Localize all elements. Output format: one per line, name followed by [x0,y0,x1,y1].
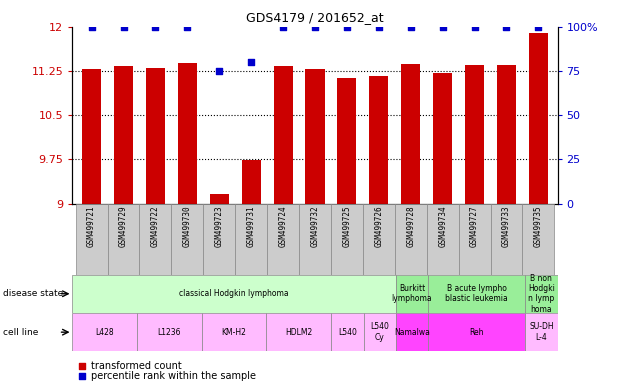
Text: GSM499735: GSM499735 [534,206,543,247]
Bar [401,64,420,204]
Bar [139,204,171,275]
Text: GSM499726: GSM499726 [374,206,383,247]
Point [214,68,224,74]
Bar [395,204,427,275]
Text: L540: L540 [338,328,357,337]
Point [77,363,87,369]
Bar [72,275,396,313]
Bar [525,313,558,351]
Text: percentile rank within the sample: percentile rank within the sample [91,371,256,381]
Point [246,59,256,65]
Bar [331,204,363,275]
Bar [171,204,203,275]
Text: Reh: Reh [469,328,484,337]
Bar [497,65,516,204]
Point [501,24,512,30]
Point [310,24,320,30]
Bar [396,275,428,313]
Text: cell line: cell line [3,328,38,337]
Point [77,372,87,379]
Bar [428,313,525,351]
Point [438,24,448,30]
Bar [267,204,299,275]
Text: GSM499721: GSM499721 [87,206,96,247]
Bar [210,194,229,204]
Bar [266,313,331,351]
Text: L540
Cy: L540 Cy [370,323,389,342]
Point [406,24,416,30]
Text: GSM499732: GSM499732 [311,206,319,247]
Bar [433,73,452,204]
Title: GDS4179 / 201652_at: GDS4179 / 201652_at [246,11,384,24]
Bar [465,65,484,204]
Point [118,24,129,30]
Point [278,24,288,30]
Text: GSM499724: GSM499724 [278,206,287,247]
Text: GSM499723: GSM499723 [215,206,224,247]
Text: GSM499729: GSM499729 [119,206,128,247]
Bar [76,204,108,275]
Text: Namalwa: Namalwa [394,328,430,337]
Bar [331,313,364,351]
Text: disease state: disease state [3,289,64,298]
Bar [363,204,395,275]
Text: GSM499728: GSM499728 [406,206,415,247]
Bar [203,204,235,275]
Text: GSM499730: GSM499730 [183,206,192,247]
Bar [137,313,202,351]
Bar [491,204,522,275]
Bar [337,78,357,204]
Point [342,24,352,30]
Text: GSM499727: GSM499727 [470,206,479,247]
Text: B acute lympho
blastic leukemia: B acute lympho blastic leukemia [445,284,508,303]
Bar [146,68,165,204]
Bar [202,313,266,351]
Text: HDLM2: HDLM2 [285,328,312,337]
Point [534,24,544,30]
Bar [235,204,267,275]
Bar [427,204,459,275]
Bar [273,66,293,204]
Point [86,24,96,30]
Bar [72,313,137,351]
Text: L428: L428 [96,328,114,337]
Bar [525,275,558,313]
Text: classical Hodgkin lymphoma: classical Hodgkin lymphoma [180,289,289,298]
Text: GSM499731: GSM499731 [247,206,256,247]
Bar [529,33,548,204]
Bar [306,69,324,204]
Bar [522,204,554,275]
Text: GSM499733: GSM499733 [502,206,511,247]
Bar [369,76,389,204]
Point [151,24,161,30]
Bar [82,69,101,204]
Bar [241,160,261,204]
Bar [459,204,491,275]
Text: transformed count: transformed count [91,361,182,371]
Text: GSM499725: GSM499725 [343,206,352,247]
Text: GSM499734: GSM499734 [438,206,447,247]
Bar [364,313,396,351]
Bar [299,204,331,275]
Point [374,24,384,30]
Text: SU-DH
L-4: SU-DH L-4 [529,323,554,342]
Bar [428,275,525,313]
Text: GSM499722: GSM499722 [151,206,160,247]
Text: L1236: L1236 [158,328,181,337]
Bar [178,63,197,204]
Point [182,24,192,30]
Text: B non
Hodgki
n lymp
homa: B non Hodgki n lymp homa [528,274,555,314]
Text: KM-H2: KM-H2 [222,328,246,337]
Point [469,24,479,30]
Text: Burkitt
lymphoma: Burkitt lymphoma [392,284,432,303]
Bar [396,313,428,351]
Bar [114,66,133,204]
Bar [108,204,139,275]
